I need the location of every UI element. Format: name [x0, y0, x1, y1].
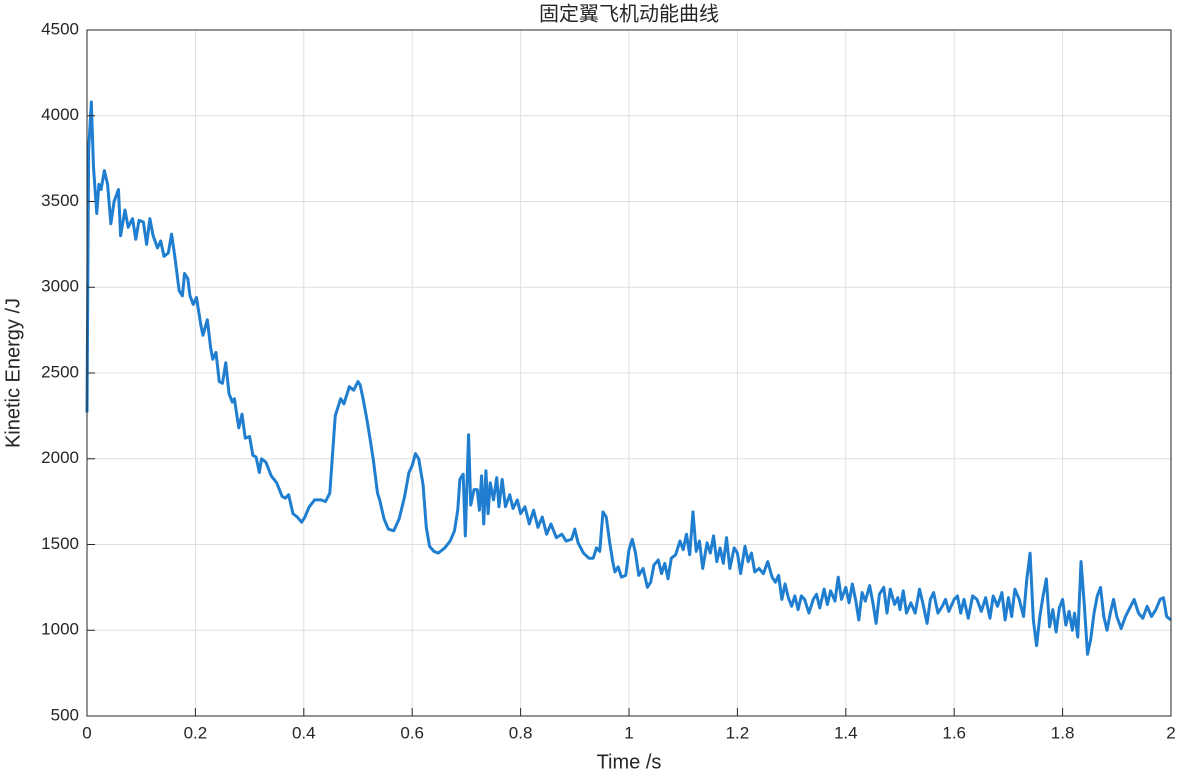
x-axis-label: Time /s [597, 751, 662, 773]
y-axis-label: Kinetic Energy /J [2, 298, 24, 448]
y-tick-label: 2000 [41, 448, 79, 467]
x-tick-label: 0.6 [400, 723, 424, 742]
x-tick-label: 1.8 [1051, 723, 1075, 742]
x-tick-label: 1.4 [834, 723, 858, 742]
plot [85, 100, 1172, 656]
x-tick-label: 1.6 [942, 723, 966, 742]
y-tick-label: 3000 [41, 277, 79, 296]
x-tick-label: 0.2 [184, 723, 208, 742]
x-tick-label: 2 [1166, 723, 1175, 742]
y-tick-label: 1000 [41, 620, 79, 639]
x-tick-label: 1.2 [726, 723, 750, 742]
y-tick-label: 4500 [41, 19, 79, 38]
chart-title: 固定翼飞机动能曲线 [539, 2, 719, 25]
y-tick-label: 500 [51, 705, 79, 724]
y-tick-label: 4000 [41, 105, 79, 124]
y-tick-label: 2500 [41, 362, 79, 381]
y-tick-label: 1500 [41, 534, 79, 553]
x-tick-label: 0 [82, 723, 91, 742]
x-tick-label: 1 [624, 723, 633, 742]
data-line [85, 100, 1172, 656]
x-tick-label: 0.4 [292, 723, 316, 742]
y-tick-label: 3500 [41, 191, 79, 210]
grid [86, 29, 1172, 717]
x-tick-label: 0.8 [509, 723, 533, 742]
